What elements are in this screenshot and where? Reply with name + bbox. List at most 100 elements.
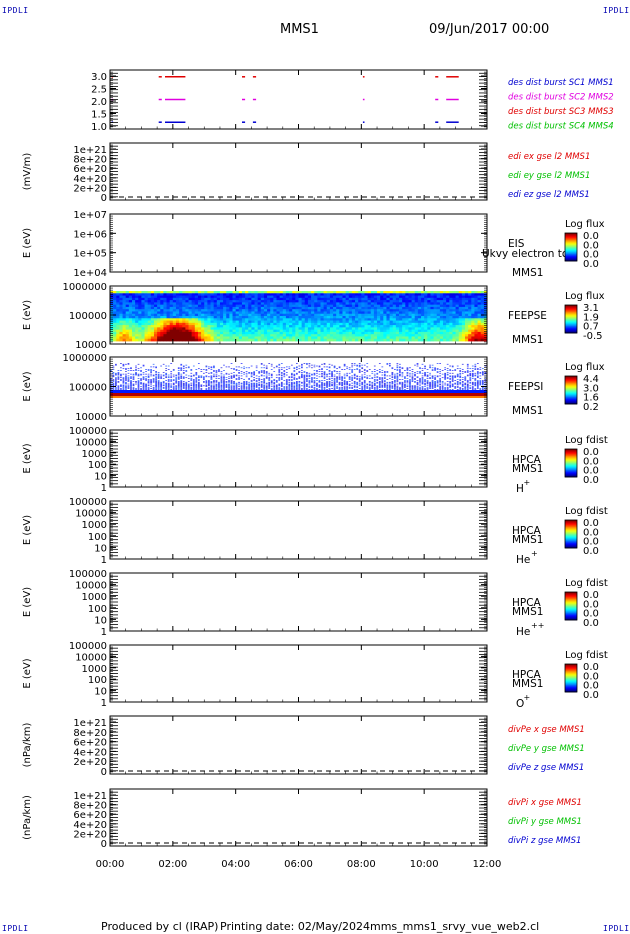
heatmap-cell — [213, 381, 215, 383]
heatmap-cell — [232, 338, 237, 342]
heatmap-cell — [268, 363, 271, 364]
heatmap-cell — [122, 379, 125, 380]
heatmap-cell — [194, 306, 199, 310]
heatmap-cell — [215, 375, 218, 377]
heatmap-cell — [282, 311, 287, 315]
heatmap-cell — [188, 304, 193, 308]
heatmap-cell — [371, 387, 374, 388]
heatmap-cell — [427, 306, 431, 310]
heatmap-cell — [295, 313, 299, 317]
heatmap-cell — [468, 334, 472, 337]
heatmap-cell — [207, 334, 211, 337]
heatmap-cell — [185, 381, 188, 383]
heatmap-cell — [483, 309, 488, 312]
heatmap-cell — [304, 297, 309, 301]
heatmap-cell — [427, 322, 431, 326]
heatmap-cell — [383, 311, 387, 315]
heatmap-cell — [328, 367, 331, 369]
heatmap-cell — [348, 325, 353, 328]
heatmap-cell — [182, 382, 185, 384]
heatmap-cell — [160, 304, 164, 308]
heatmap-cell — [245, 381, 248, 382]
heatmap-cell — [228, 384, 230, 386]
heatmap-cell — [147, 309, 152, 312]
heatmap-cell — [449, 320, 453, 324]
heatmap-cell — [255, 387, 258, 388]
heatmap-cell — [311, 387, 313, 388]
heatmap-cell — [449, 327, 453, 331]
heatmap-cell — [364, 334, 369, 337]
heatmap-cell — [458, 320, 463, 324]
heatmap-cell — [255, 385, 258, 387]
heatmap-cell — [188, 316, 193, 319]
heatmap-cell — [182, 325, 186, 328]
heatmap-cell — [306, 380, 308, 381]
heatmap-cell — [298, 376, 301, 378]
heatmap-cell — [225, 383, 228, 385]
colorbar-segment — [565, 245, 577, 248]
heatmap-cell — [351, 338, 356, 342]
heatmap-cell — [342, 311, 347, 315]
heatmap-cell — [230, 376, 233, 378]
heatmap-cell — [421, 325, 425, 328]
heatmap-cell — [235, 293, 240, 296]
heatmap-cell — [191, 331, 196, 335]
heatmap-cell — [289, 304, 293, 308]
heatmap-cell — [210, 329, 215, 333]
heatmap-cell — [250, 380, 253, 381]
heatmap-cell — [301, 372, 303, 373]
heatmap-cell — [138, 329, 142, 333]
heatmap-cell — [155, 380, 157, 381]
heatmap-cell — [163, 316, 167, 319]
heatmap-cell — [314, 322, 318, 326]
heatmap-cell — [229, 338, 233, 342]
heatmap-cell — [328, 381, 331, 382]
heatmap-cell — [399, 291, 403, 294]
heatmap-cell — [180, 370, 183, 371]
heatmap-cell — [376, 373, 379, 375]
heatmap-cell — [408, 334, 412, 337]
heatmap-cell — [179, 313, 183, 317]
heatmap-cell — [421, 318, 425, 321]
heatmap-cell — [377, 329, 381, 333]
heatmap-cell — [122, 293, 127, 296]
heatmap-cell — [399, 318, 403, 321]
heatmap-cell — [160, 374, 163, 376]
heatmap-cell — [301, 320, 306, 324]
heatmap-cell — [153, 309, 158, 312]
heatmap-cell — [336, 384, 338, 386]
heatmap-cell — [135, 388, 137, 389]
heatmap-cell — [304, 329, 309, 333]
heatmap-cell — [192, 365, 195, 367]
heatmap-cell — [326, 329, 331, 333]
heatmap-cell — [219, 318, 224, 321]
heatmap-cell — [235, 309, 240, 312]
heatmap-cell — [175, 291, 180, 294]
heatmap-cell — [185, 297, 189, 301]
heatmap-cell — [218, 389, 220, 390]
heatmap-cell — [383, 381, 386, 382]
heatmap-cell — [304, 331, 309, 335]
heatmap-cell — [295, 366, 298, 368]
heatmap-cell — [251, 325, 255, 328]
heatmap-cell — [257, 313, 262, 317]
heatmap-cell — [353, 364, 356, 366]
heatmap-cell — [147, 384, 150, 386]
heatmap-cell — [251, 318, 255, 321]
heatmap-cell — [316, 380, 318, 381]
heatmap-cell — [210, 375, 213, 377]
colorbar-segment — [565, 258, 577, 261]
heatmap-cell — [333, 322, 337, 326]
heatmap-cell — [179, 302, 183, 306]
heatmap-cell — [270, 389, 273, 390]
heatmap-cell — [290, 376, 293, 378]
heatmap-cell — [235, 369, 238, 370]
heatmap-cell — [399, 336, 403, 340]
heatmap-cell — [150, 297, 155, 301]
heatmap-cell — [455, 293, 460, 296]
heatmap-cell — [263, 388, 266, 389]
heatmap-cell — [295, 306, 299, 310]
heatmap-cell — [395, 329, 400, 333]
heatmap-cell — [303, 381, 306, 383]
heatmap-cell — [243, 384, 245, 386]
